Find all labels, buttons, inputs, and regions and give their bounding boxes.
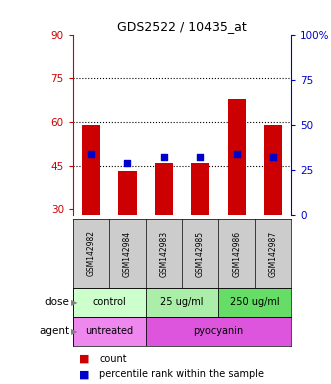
Bar xyxy=(228,99,246,215)
Bar xyxy=(264,125,282,215)
Text: pyocyanin: pyocyanin xyxy=(193,326,244,336)
Text: GSM142987: GSM142987 xyxy=(268,230,278,276)
Text: GSM142983: GSM142983 xyxy=(159,230,168,276)
Text: GSM142982: GSM142982 xyxy=(86,230,96,276)
Text: percentile rank within the sample: percentile rank within the sample xyxy=(99,369,264,379)
Text: ▶: ▶ xyxy=(71,298,78,307)
Bar xyxy=(73,317,146,346)
Text: control: control xyxy=(92,297,126,308)
Bar xyxy=(155,163,173,215)
Bar xyxy=(82,125,100,215)
Title: GDS2522 / 10435_at: GDS2522 / 10435_at xyxy=(117,20,247,33)
Bar xyxy=(146,288,218,317)
Bar xyxy=(191,163,210,215)
Text: untreated: untreated xyxy=(85,326,133,336)
Text: GSM142985: GSM142985 xyxy=(196,230,205,276)
Text: agent: agent xyxy=(39,326,70,336)
Text: GSM142984: GSM142984 xyxy=(123,230,132,276)
Text: ■: ■ xyxy=(79,354,90,364)
Point xyxy=(198,154,203,160)
Point xyxy=(88,151,94,157)
Bar xyxy=(118,171,137,215)
Point xyxy=(234,151,239,157)
Text: GSM142986: GSM142986 xyxy=(232,230,241,276)
Text: 250 ug/ml: 250 ug/ml xyxy=(230,297,280,308)
Text: ■: ■ xyxy=(79,369,90,379)
Text: ▶: ▶ xyxy=(71,327,78,336)
Text: count: count xyxy=(99,354,127,364)
Point xyxy=(161,154,166,160)
Point xyxy=(125,160,130,166)
Text: dose: dose xyxy=(45,297,70,308)
Point xyxy=(270,154,276,160)
Bar xyxy=(146,317,291,346)
Bar xyxy=(218,288,291,317)
Text: 25 ug/ml: 25 ug/ml xyxy=(160,297,204,308)
Bar xyxy=(73,288,146,317)
